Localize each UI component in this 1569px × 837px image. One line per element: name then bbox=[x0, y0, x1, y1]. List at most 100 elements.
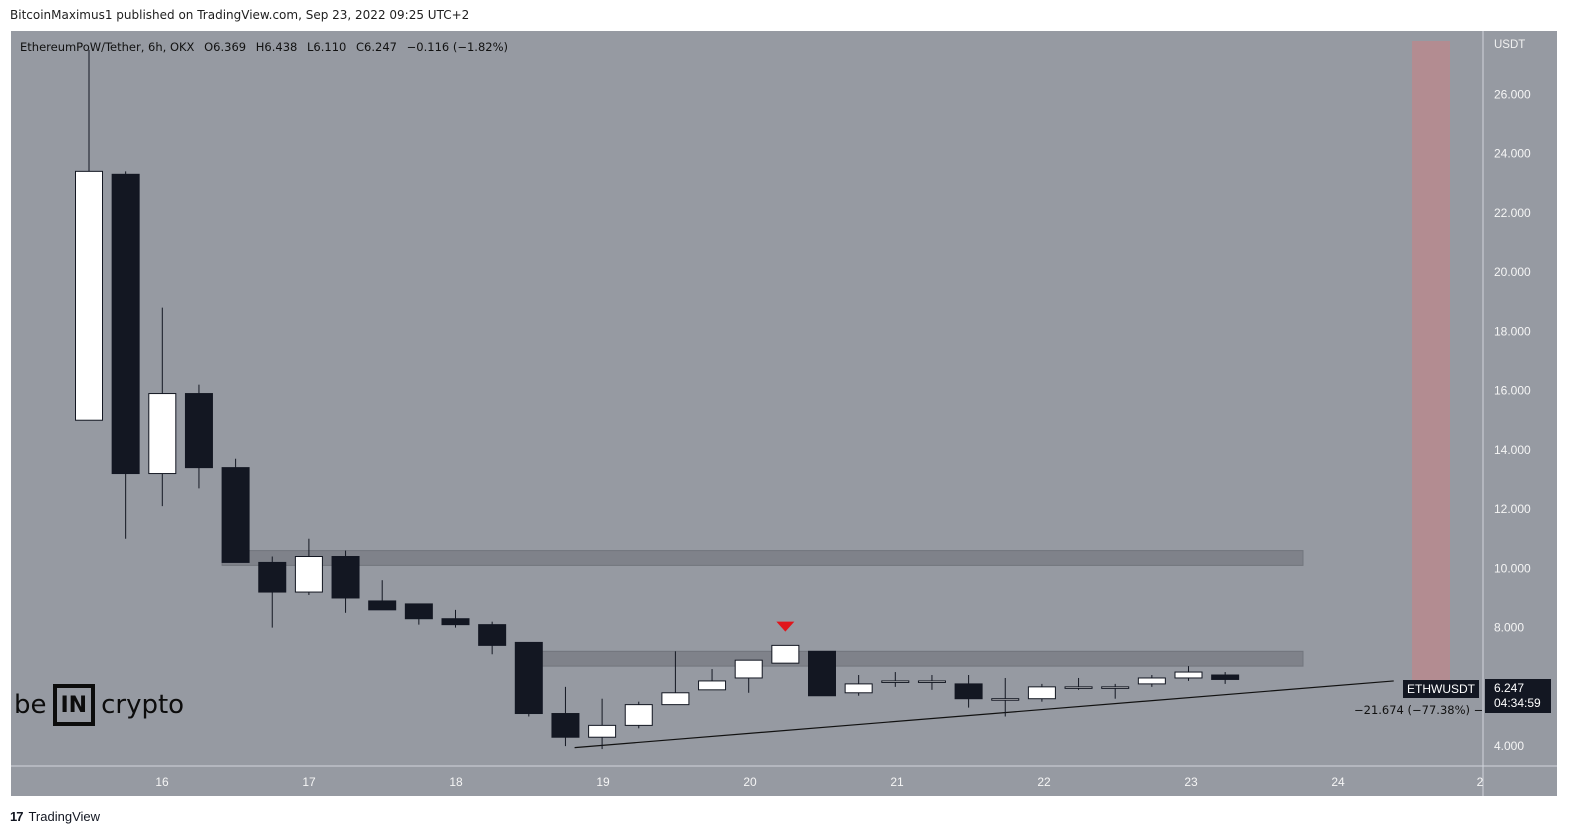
x-tick-label: 22 bbox=[1037, 775, 1051, 789]
candle[interactable] bbox=[184, 384, 213, 489]
candle-body-up bbox=[844, 683, 873, 694]
candle-body-up bbox=[661, 692, 690, 706]
candle[interactable] bbox=[1027, 683, 1056, 702]
candle-body-up bbox=[1101, 686, 1130, 689]
candle-body-down bbox=[441, 618, 470, 626]
candle-body-down bbox=[954, 683, 983, 700]
candle[interactable] bbox=[551, 686, 580, 747]
brand-box: IN bbox=[52, 684, 96, 726]
ticker-tag[interactable]: ETHWUSDT bbox=[1403, 680, 1479, 698]
candle-body-up bbox=[1064, 686, 1093, 689]
close-label: C bbox=[356, 40, 365, 54]
candle-body-down bbox=[514, 641, 543, 715]
candle[interactable] bbox=[1101, 683, 1130, 699]
candle-body-down bbox=[258, 561, 287, 593]
candle[interactable] bbox=[331, 550, 360, 613]
axis-unit-label: USDT bbox=[1494, 39, 1525, 51]
candle-body-up bbox=[991, 698, 1020, 701]
x-tick-label: 17 bbox=[302, 775, 316, 789]
candle[interactable] bbox=[441, 609, 470, 628]
x-tick-label: 19 bbox=[596, 775, 610, 789]
candle-body-down bbox=[808, 650, 836, 697]
candle[interactable] bbox=[808, 650, 836, 697]
candle[interactable] bbox=[1137, 675, 1166, 687]
candle-body-up bbox=[771, 644, 800, 664]
candle[interactable] bbox=[844, 675, 873, 696]
x-tick-label: 20 bbox=[743, 775, 757, 789]
candle[interactable] bbox=[734, 659, 763, 693]
highlight-bar bbox=[1412, 41, 1450, 681]
resistance-zone[interactable] bbox=[528, 650, 1304, 667]
y-tick-label: 8.000 bbox=[1494, 621, 1524, 635]
published-info: BitcoinMaximus1 published on TradingView… bbox=[10, 8, 470, 22]
low-value: 6.110 bbox=[313, 40, 347, 54]
candle[interactable] bbox=[661, 651, 690, 706]
candle-body-up bbox=[1137, 677, 1166, 685]
x-tick-label: 2 bbox=[1477, 775, 1484, 789]
candle[interactable] bbox=[514, 641, 543, 717]
ohlc-legend: EthereumPoW/Tether, 6h, OKX O6.369 H6.43… bbox=[20, 40, 508, 54]
candle-body-up bbox=[881, 680, 910, 683]
x-tick-label: 24 bbox=[1331, 775, 1345, 789]
candle[interactable] bbox=[881, 672, 910, 687]
candle-body-down bbox=[111, 173, 140, 475]
x-tick-label: 21 bbox=[890, 775, 904, 789]
close-value: 6.247 bbox=[364, 40, 397, 54]
candle-body-down bbox=[1211, 674, 1240, 680]
candle[interactable] bbox=[588, 698, 617, 750]
candle[interactable] bbox=[148, 307, 177, 507]
symbol-label[interactable]: EthereumPoW/Tether, 6h, OKX bbox=[20, 40, 195, 54]
candle[interactable] bbox=[624, 701, 653, 729]
measure-readout: −21.674 (−77.38%) −21 bbox=[1354, 703, 1482, 717]
candle[interactable] bbox=[258, 556, 287, 628]
brand-suffix: crypto bbox=[101, 690, 185, 720]
candle[interactable] bbox=[75, 49, 103, 421]
candle[interactable] bbox=[771, 644, 800, 664]
y-tick-label: 26.000 bbox=[1494, 87, 1531, 101]
bar-countdown: 04:34:59 bbox=[1494, 696, 1541, 710]
candle-body-down bbox=[331, 556, 360, 599]
price-axis[interactable] bbox=[1483, 31, 1557, 766]
candle[interactable] bbox=[221, 458, 250, 563]
candle-body-up bbox=[624, 704, 653, 726]
time-axis[interactable] bbox=[11, 766, 1483, 796]
last-price: 6.247 bbox=[1494, 681, 1525, 695]
beincrypto-logo: be IN crypto bbox=[14, 682, 184, 728]
candle-body-down bbox=[221, 467, 250, 563]
candle[interactable] bbox=[1174, 666, 1203, 681]
candle[interactable] bbox=[1211, 672, 1240, 684]
tradingview-logo-icon: 17 bbox=[10, 809, 24, 824]
high-label: H bbox=[255, 40, 265, 54]
candle-body-down bbox=[368, 600, 397, 611]
y-tick-label: 20.000 bbox=[1494, 265, 1531, 279]
y-tick-label: 18.000 bbox=[1494, 324, 1531, 338]
last-price-tag[interactable]: 6.247 04:34:59 bbox=[1485, 679, 1551, 713]
x-tick-label: 23 bbox=[1184, 775, 1198, 789]
candle-body-up bbox=[75, 170, 103, 421]
support-trendline[interactable] bbox=[574, 680, 1394, 749]
y-tick-label: 12.000 bbox=[1494, 502, 1531, 516]
axis-corner bbox=[1483, 766, 1557, 796]
candle[interactable] bbox=[991, 677, 1020, 717]
candle-body-up bbox=[917, 680, 946, 683]
candle[interactable] bbox=[404, 603, 433, 625]
candle[interactable] bbox=[954, 675, 983, 708]
candle[interactable] bbox=[294, 538, 323, 596]
resistance-zone[interactable] bbox=[221, 550, 1304, 566]
y-tick-label: 4.000 bbox=[1494, 739, 1524, 753]
candle-body-up bbox=[294, 556, 323, 593]
candle[interactable] bbox=[111, 171, 140, 539]
candle[interactable] bbox=[698, 669, 727, 691]
candle[interactable] bbox=[478, 621, 507, 655]
brand-prefix: be bbox=[14, 690, 47, 720]
candle[interactable] bbox=[1064, 677, 1093, 690]
candle[interactable] bbox=[368, 580, 397, 611]
candle-body-down bbox=[551, 713, 580, 738]
candle-body-down bbox=[184, 393, 213, 469]
plot-area[interactable] bbox=[11, 31, 1483, 766]
candle[interactable] bbox=[917, 675, 946, 690]
rejection-marker-icon bbox=[776, 621, 795, 632]
footer-brand[interactable]: TradingView bbox=[28, 809, 101, 824]
footer: 17 TradingView bbox=[10, 809, 100, 824]
